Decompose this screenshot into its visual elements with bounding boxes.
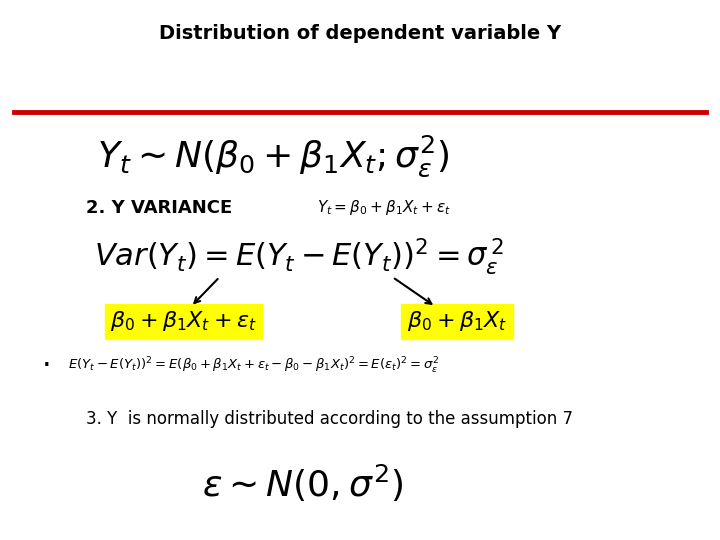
Text: $\beta_0 + \beta_1 X_t$: $\beta_0 + \beta_1 X_t$ [407,309,508,333]
Text: ·: · [42,352,52,381]
Text: $E(Y_t - E(Y_t))^2 = E(\beta_0 + \beta_1 X_t + \varepsilon_t - \beta_0 - \beta_1: $E(Y_t - E(Y_t))^2 = E(\beta_0 + \beta_1… [68,356,440,376]
Text: Distribution of dependent variable Y: Distribution of dependent variable Y [159,24,561,43]
Text: $Var(Y_t) = E(Y_t - E(Y_t))^2 = \sigma_{\varepsilon}^{\,2}$: $Var(Y_t) = E(Y_t - E(Y_t))^2 = \sigma_{… [94,236,504,277]
Text: $Y_t \sim N(\beta_0 + \beta_1 X_t;\sigma_{\varepsilon}^{2})$: $Y_t \sim N(\beta_0 + \beta_1 X_t;\sigma… [97,134,450,179]
Text: $Y_t = \beta_0 + \beta_1 X_t + \varepsilon_t$: $Y_t = \beta_0 + \beta_1 X_t + \varepsil… [317,198,451,218]
Text: 3. Y  is normally distributed according to the assumption 7: 3. Y is normally distributed according t… [86,409,573,428]
Text: 2. Y VARIANCE: 2. Y VARIANCE [86,199,233,217]
Text: $\varepsilon \sim N(0,\sigma^{2})$: $\varepsilon \sim N(0,\sigma^{2})$ [202,463,403,504]
Text: $\beta_0 + \beta_1 X_t + \varepsilon_t$: $\beta_0 + \beta_1 X_t + \varepsilon_t$ [110,309,257,333]
